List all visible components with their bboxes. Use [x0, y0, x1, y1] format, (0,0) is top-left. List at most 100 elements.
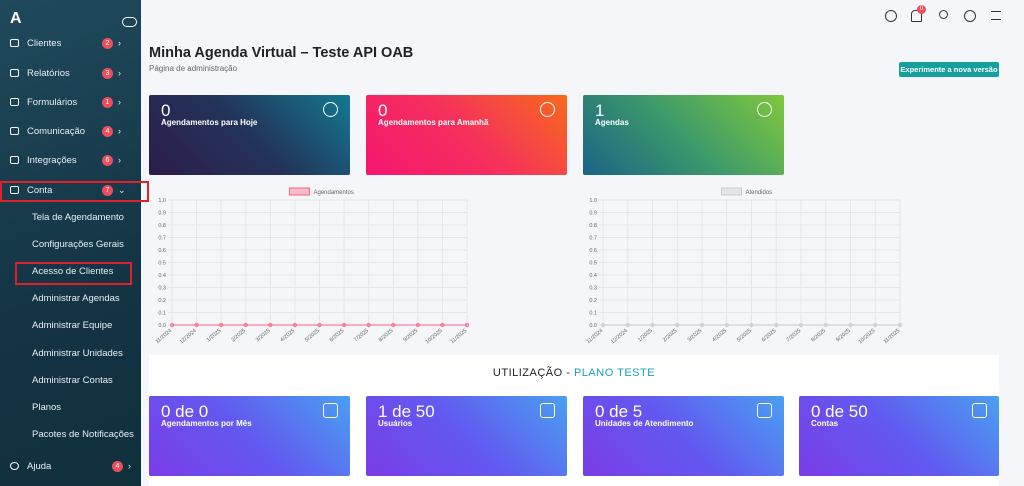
x-tick-label: 6/2025	[761, 328, 778, 343]
data-point	[366, 322, 371, 328]
nav-label: Relatórios	[27, 67, 70, 79]
usage-card: 0 de 50 Contas	[799, 396, 999, 476]
nav-icon	[10, 98, 19, 106]
nav-item[interactable]: Ajuda 4 ›	[10, 460, 135, 472]
y-tick-label: 1.0	[158, 198, 166, 204]
nav-label: Integrações	[27, 154, 77, 166]
y-tick-label: 0.2	[589, 298, 597, 304]
stat-icon	[323, 102, 338, 117]
y-tick-label: 0.6	[158, 248, 166, 254]
x-tick-label: 11/2024	[155, 328, 174, 345]
data-point	[774, 322, 779, 328]
submenu-item[interactable]: Administrar Contas	[32, 375, 113, 386]
chevron: ›	[128, 461, 131, 471]
y-tick-label: 0.1	[158, 311, 166, 317]
data-point	[848, 322, 853, 328]
submenu-item[interactable]: Pacotes de Notificações	[32, 429, 134, 440]
data-point	[194, 322, 199, 328]
legend-label: Atendidos	[746, 190, 773, 196]
y-tick-label: 1.0	[589, 198, 597, 204]
menu-icon[interactable]	[991, 11, 1001, 20]
data-point	[625, 322, 630, 328]
submenu-item[interactable]: Configurações Gerais	[32, 239, 124, 250]
submenu-item[interactable]: Planos	[32, 402, 62, 413]
x-tick-label: 11/2024	[586, 328, 605, 345]
data-point	[897, 322, 903, 328]
x-tick-label: 7/2025	[353, 328, 370, 343]
y-tick-label: 0.6	[589, 248, 597, 254]
help-icon[interactable]	[885, 10, 897, 22]
data-point	[415, 322, 420, 328]
y-tick-label: 0.3	[158, 286, 166, 292]
new-version-button[interactable]: Experimente a nova versão	[899, 62, 999, 77]
usage-card: 0 de 0 Agendamentos por Mês	[149, 396, 350, 476]
usage-label: Contas	[811, 419, 839, 428]
stat-card: 1 Agendas	[583, 95, 784, 175]
nav-label: Ajuda	[27, 460, 52, 472]
nav-item[interactable]: Formulários 1 ›	[10, 96, 135, 108]
stat-card: 0 Agendamentos para Hoje	[149, 95, 350, 175]
globe-icon[interactable]	[964, 10, 976, 22]
usage-label: Agendamentos por Mês	[161, 419, 252, 428]
data-point	[243, 322, 248, 328]
data-point	[749, 322, 754, 328]
page-subtitle: Página de administração	[149, 64, 238, 73]
nav-item[interactable]: Clientes 2 ›	[10, 37, 135, 49]
data-point	[169, 322, 175, 328]
stat-label: Agendamentos para Amanhã	[378, 118, 489, 127]
y-tick-label: 0.0	[158, 323, 166, 329]
x-tick-label: 2/2025	[662, 328, 679, 343]
data-point	[823, 322, 828, 328]
usage-value: 1 de 50	[378, 402, 435, 421]
chevron: ⌄	[118, 184, 126, 195]
data-point	[391, 322, 396, 328]
nav-icon	[10, 156, 19, 164]
highlight-box	[0, 181, 149, 202]
usage-icon	[323, 403, 338, 418]
nav-badge: 2	[102, 37, 113, 49]
data-point	[724, 322, 729, 328]
stat-value: 0	[161, 101, 171, 120]
chevron: ›	[118, 97, 121, 107]
sidebar: A Clientes 2 › Relatórios 3 › Formulários 1 › Com…	[0, 0, 149, 486]
submenu-item[interactable]: Administrar Unidades	[32, 348, 123, 359]
x-tick-label: 12/2024	[610, 328, 629, 345]
nav-item[interactable]: Conta 7 ⌄	[10, 184, 135, 196]
nav-item[interactable]: Comunicação 4 ›	[10, 125, 135, 137]
submenu-item[interactable]: Administrar Agendas	[32, 293, 120, 304]
usage-value: 0 de 50	[811, 402, 868, 421]
stat-label: Agendas	[595, 118, 629, 127]
submenu-item[interactable]: Tela de Agendamento	[32, 212, 124, 223]
y-tick-label: 0.2	[158, 298, 166, 304]
x-tick-label: 1/2025	[637, 328, 654, 343]
submenu-item[interactable]: Administrar Equipe	[32, 320, 113, 331]
x-tick-label: 4/2025	[279, 328, 296, 343]
nav-item[interactable]: Relatórios 3 ›	[10, 67, 135, 79]
usage-title: UTILIZAÇÃO - PLANO TESTE	[149, 367, 999, 379]
stat-icon	[540, 102, 555, 117]
usage-value: 0 de 0	[161, 402, 209, 421]
nav-item[interactable]: Integrações 6 ›	[10, 154, 135, 166]
bell-icon[interactable]	[911, 10, 922, 22]
usage-label: UTILIZAÇÃO -	[492, 367, 574, 379]
data-point	[650, 322, 655, 328]
x-tick-label: 3/2025	[687, 328, 704, 343]
y-tick-label: 0.4	[158, 273, 166, 279]
y-tick-label: 0.8	[589, 223, 597, 229]
y-tick-label: 0.0	[589, 323, 597, 329]
legend-swatch	[289, 187, 310, 196]
data-point	[440, 322, 445, 328]
submenu-item[interactable]: Acesso de Clientes	[32, 266, 114, 277]
x-tick-label: 4/2025	[711, 328, 728, 343]
x-tick-label: 8/2025	[810, 328, 827, 343]
x-tick-label: 8/2025	[378, 328, 395, 343]
logo: A	[10, 10, 22, 27]
nav-badge: 4	[102, 125, 113, 137]
user-icon[interactable]	[939, 10, 948, 19]
toggle[interactable]	[122, 17, 137, 27]
legend-label: Agendamentos	[314, 190, 354, 196]
x-tick-label: 2/2025	[230, 328, 247, 343]
data-point	[600, 322, 606, 328]
y-tick-label: 0.3	[589, 286, 597, 292]
